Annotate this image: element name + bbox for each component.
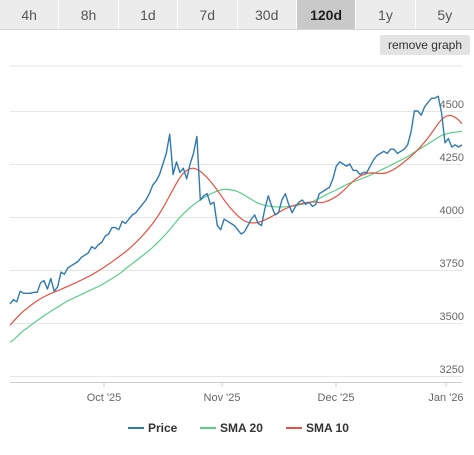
- legend-sma20-label: SMA 20: [220, 421, 263, 435]
- legend-price-label: Price: [148, 421, 178, 435]
- x-tick-label: Jan '26: [428, 392, 463, 404]
- range-tab-30d[interactable]: 30d: [238, 0, 297, 29]
- range-tab-1d[interactable]: 1d: [119, 0, 179, 29]
- sma20-line: [9, 130, 463, 343]
- y-tick-label: 4000: [440, 205, 464, 217]
- y-tick-label: 4250: [440, 152, 464, 164]
- x-tick-label: Oct '25: [87, 392, 122, 404]
- y-tick-label: 3250: [440, 364, 464, 376]
- range-tab-1y[interactable]: 1y: [356, 0, 416, 29]
- y-tick-label: 4500: [440, 99, 464, 111]
- range-tab-8h[interactable]: 8h: [59, 0, 119, 29]
- time-range-tabs: 4h 8h 1d 7d 30d 120d 1y 5y: [0, 0, 474, 30]
- x-tick-label: Dec '25: [318, 392, 355, 404]
- price-line: [9, 95, 463, 305]
- sma10-line: [9, 114, 463, 326]
- y-tick-label: 3500: [440, 311, 464, 323]
- remove-graph-button[interactable]: remove graph: [379, 35, 470, 55]
- range-tab-120d[interactable]: 120d: [296, 0, 357, 29]
- legend-sma10-label: SMA 10: [306, 421, 349, 435]
- range-tab-7d[interactable]: 7d: [178, 0, 238, 29]
- range-tab-5y[interactable]: 5y: [437, 6, 453, 23]
- y-tick-label: 3750: [440, 258, 464, 270]
- x-tick-label: Nov '25: [204, 392, 241, 404]
- range-tab-4h[interactable]: 4h: [0, 0, 60, 29]
